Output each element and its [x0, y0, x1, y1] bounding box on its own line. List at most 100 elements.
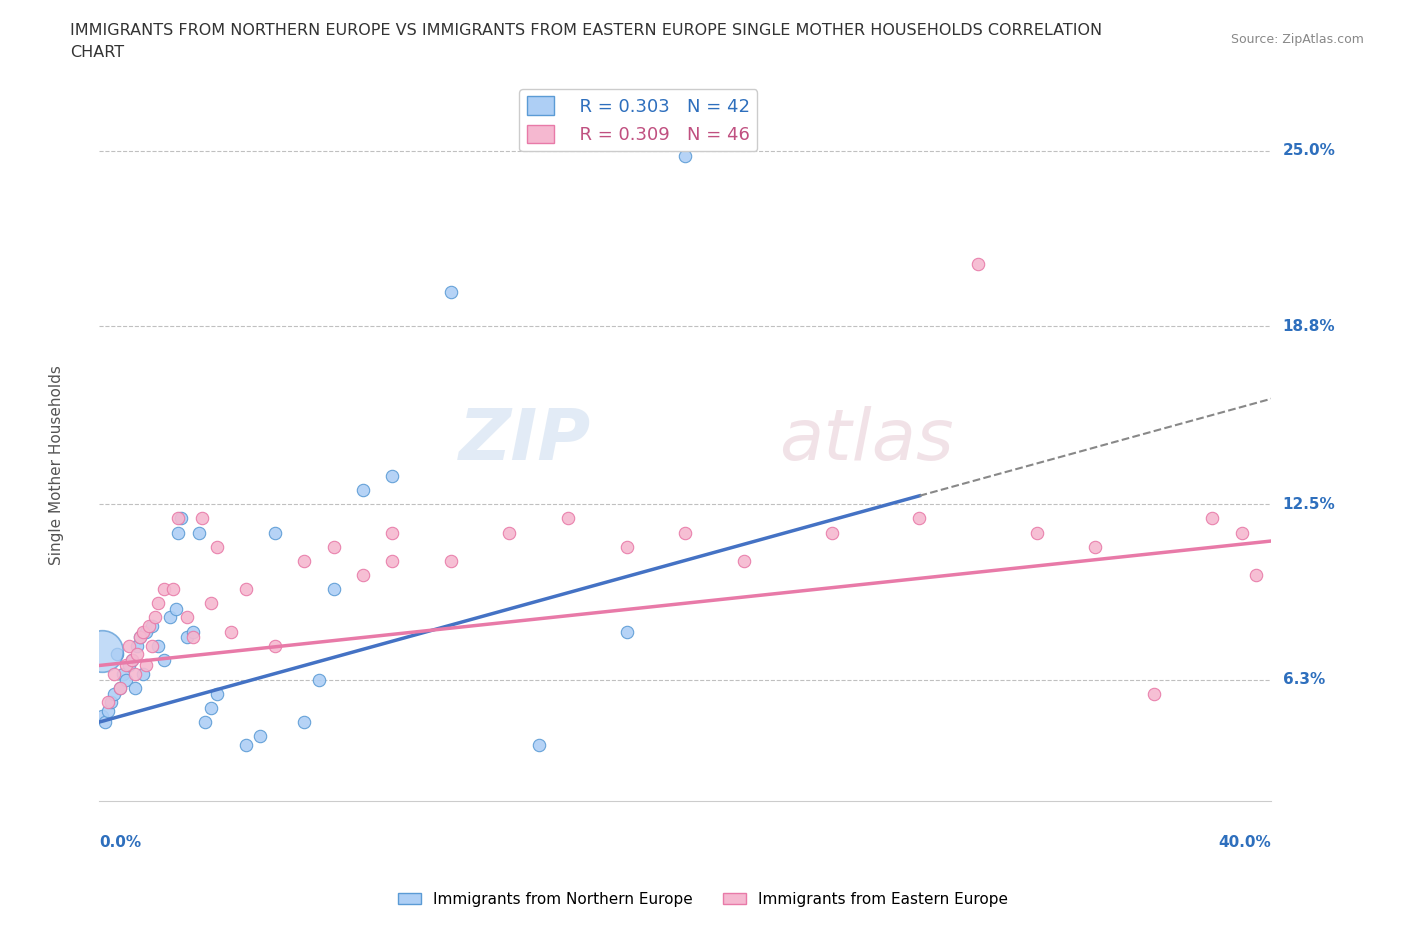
- Point: [381, 553, 404, 568]
- Point: [1201, 511, 1223, 525]
- Point: [181, 624, 204, 639]
- Point: [135, 658, 157, 673]
- Point: [141, 618, 163, 633]
- Point: [967, 257, 990, 272]
- Point: [381, 469, 404, 484]
- Point: [97, 695, 120, 710]
- Point: [167, 525, 190, 540]
- Point: [219, 624, 242, 639]
- Point: [527, 737, 550, 752]
- Point: [129, 630, 152, 644]
- Point: [176, 610, 198, 625]
- Point: [108, 681, 131, 696]
- Point: [165, 602, 187, 617]
- Point: [235, 737, 257, 752]
- Point: [111, 667, 134, 682]
- Point: [170, 511, 193, 525]
- Point: [176, 630, 198, 644]
- Point: [100, 695, 122, 710]
- Legend:   R = 0.303   N = 42,   R = 0.309   N = 46: R = 0.303 N = 42, R = 0.309 N = 46: [519, 89, 758, 152]
- Point: [200, 596, 222, 611]
- Point: [440, 285, 463, 299]
- Point: [114, 658, 136, 673]
- Point: [249, 729, 271, 744]
- Point: [308, 672, 330, 687]
- Point: [820, 525, 842, 540]
- Legend: Immigrants from Northern Europe, Immigrants from Eastern Europe: Immigrants from Northern Europe, Immigra…: [392, 886, 1014, 913]
- Point: [440, 553, 463, 568]
- Text: CHART: CHART: [70, 45, 124, 60]
- Point: [146, 596, 169, 611]
- Text: 18.8%: 18.8%: [1282, 319, 1336, 334]
- Point: [121, 652, 143, 667]
- Point: [132, 667, 155, 682]
- Text: ZIP: ZIP: [460, 406, 592, 475]
- Point: [673, 149, 696, 164]
- Point: [141, 638, 163, 653]
- Text: 0.0%: 0.0%: [100, 835, 142, 850]
- Point: [118, 658, 141, 673]
- Point: [153, 652, 176, 667]
- Text: Single Mother Households: Single Mother Households: [49, 365, 63, 565]
- Point: [616, 624, 638, 639]
- Text: 6.3%: 6.3%: [1282, 672, 1324, 687]
- Point: [146, 638, 169, 653]
- Point: [191, 511, 214, 525]
- Point: [97, 703, 120, 718]
- Text: Source: ZipAtlas.com: Source: ZipAtlas.com: [1230, 33, 1364, 46]
- Point: [292, 553, 315, 568]
- Text: 25.0%: 25.0%: [1282, 143, 1336, 158]
- Point: [498, 525, 520, 540]
- Point: [94, 714, 117, 729]
- Point: [187, 525, 209, 540]
- Point: [114, 672, 136, 687]
- Point: [103, 667, 125, 682]
- Point: [235, 581, 257, 596]
- Text: 12.5%: 12.5%: [1282, 497, 1336, 512]
- Point: [322, 539, 344, 554]
- Point: [159, 610, 181, 625]
- Point: [135, 624, 157, 639]
- Point: [162, 581, 184, 596]
- Point: [322, 581, 344, 596]
- Point: [1025, 525, 1047, 540]
- Point: [91, 644, 114, 658]
- Point: [118, 638, 141, 653]
- Text: IMMIGRANTS FROM NORTHERN EUROPE VS IMMIGRANTS FROM EASTERN EUROPE SINGLE MOTHER : IMMIGRANTS FROM NORTHERN EUROPE VS IMMIG…: [70, 23, 1102, 38]
- Point: [733, 553, 755, 568]
- Point: [127, 638, 149, 653]
- Point: [153, 581, 176, 596]
- Point: [908, 511, 931, 525]
- Point: [1084, 539, 1107, 554]
- Point: [121, 652, 143, 667]
- Point: [205, 686, 228, 701]
- Point: [132, 624, 155, 639]
- Point: [108, 681, 131, 696]
- Point: [143, 610, 166, 625]
- Text: 40.0%: 40.0%: [1218, 835, 1271, 850]
- Point: [129, 630, 152, 644]
- Point: [557, 511, 579, 525]
- Point: [103, 686, 125, 701]
- Point: [616, 539, 638, 554]
- Point: [673, 525, 696, 540]
- Point: [1246, 567, 1268, 582]
- Point: [205, 539, 228, 554]
- Point: [124, 667, 146, 682]
- Point: [124, 681, 146, 696]
- Text: atlas: atlas: [779, 406, 953, 475]
- Point: [352, 483, 374, 498]
- Point: [167, 511, 190, 525]
- Point: [91, 709, 114, 724]
- Point: [1230, 525, 1253, 540]
- Point: [127, 646, 149, 661]
- Point: [194, 714, 217, 729]
- Point: [200, 700, 222, 715]
- Point: [181, 630, 204, 644]
- Point: [138, 618, 160, 633]
- Point: [292, 714, 315, 729]
- Point: [264, 525, 287, 540]
- Point: [105, 646, 128, 661]
- Point: [352, 567, 374, 582]
- Point: [264, 638, 287, 653]
